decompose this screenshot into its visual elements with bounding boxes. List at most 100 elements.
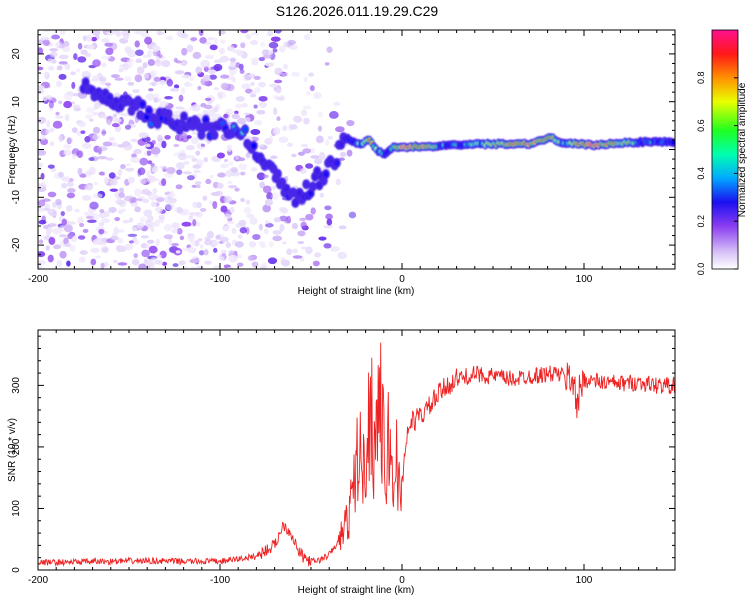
spectrogram-noise-blob [99,209,105,213]
spectrogram-noise-blob [222,225,230,232]
spectrogram-noise-blob [278,136,289,143]
spectrogram-noise-blob [92,133,101,141]
spectrogram-noise-blob [291,222,299,230]
spectrogram-noise-blob [293,115,303,123]
spectrogram-noise-blob [64,243,72,248]
spectrogram-noise-blob [149,70,158,76]
spectrogram-noise-blob [200,143,205,147]
spectrogram-noise-blob [133,253,138,259]
spectrogram-noise-blob [326,218,333,226]
spectrogram-noise-blob [58,54,69,60]
spectrogram-noise-blob [158,214,165,221]
spectrogram-noise-blob [213,59,224,64]
spectrogram-noise-blob [38,149,47,156]
spectrogram-noise-blob [258,95,268,102]
spectrogram-noise-blob [142,62,148,69]
spectrogram-noise-blob [63,92,73,101]
spectrogram-noise-blob [114,217,121,222]
spectrogram-x-tick-label: 100 [576,274,593,285]
spectrogram-noise-blob [299,167,307,174]
spectrogram-noise-blob [318,151,326,160]
spectrogram-noise-blob [161,178,167,187]
spectrogram-noise-blob [325,213,333,220]
spectrogram-noise-blob [113,259,118,264]
spectrogram-noise-blob [324,62,330,66]
spectrogram-noise-blob [63,237,69,246]
spectrogram-noise-blob [153,142,163,149]
spectrogram-noise-blob [220,82,229,89]
spectrogram-noise-blob [191,131,198,135]
spectrogram-noise-blob [110,235,119,241]
spectrogram-noise-blob [259,143,264,148]
spectrogram-noise-blob [164,95,173,100]
spectrogram-noise-blob [186,175,195,181]
spectrogram-noise-blob [203,156,208,163]
spectrogram-noise-blob [199,36,207,44]
spectrogram-noise-blob [120,113,130,117]
spectrogram-noise-blob [217,172,226,178]
spectrogram-noise-blob [329,111,339,119]
spectrogram-noise-blob [115,199,126,205]
spectrogram-noise-blob [173,57,178,63]
spectrogram-noise-blob [281,259,291,267]
spectrogram-noise-blob [154,206,164,212]
track-halo [308,181,317,192]
spectrogram-noise-blob [253,87,261,93]
spectrogram-noise-blob [310,207,316,215]
spectrogram-noise-blob [111,74,120,79]
spectrogram-noise-blob [239,63,244,71]
spectrogram-noise-blob [173,84,180,89]
spectrogram-noise-blob [112,117,122,123]
spectrogram-noise-blob [219,236,229,243]
spectrogram-noise-blob [204,260,212,265]
snr-y-tick-label: 200 [11,438,22,455]
spectrogram-noise-blob [202,74,211,82]
spectrogram-noise-blob [129,217,134,223]
spectrogram-noise-blob [180,87,186,95]
spectrogram-noise-blob [146,239,155,244]
spectrogram-noise-blob [76,68,81,73]
spectrogram-noise-blob [164,134,171,140]
track-mid [670,140,675,146]
spectrogram-noise-blob [77,235,86,240]
spectrogram-noise-blob [218,47,225,55]
colorbar-tick-label: 0.2 [696,215,706,228]
spectrogram-noise-blob [226,45,235,52]
snr-x-tick-label: -200 [28,575,48,586]
spectrogram-noise-blob [242,73,251,82]
spectrogram-noise-blob [241,102,248,108]
snr-x-tick-label: 0 [399,575,405,586]
spectrogram-y-tick-label: 0 [11,146,22,152]
spectrogram-noise-blob [38,85,45,90]
spectrogram-noise-blob [71,127,78,134]
spectrogram-noise-blob [276,116,281,121]
spectrogram-noise-blob [134,206,141,213]
spectrogram-noise-blob [173,110,182,117]
spectrogram-noise-blob [202,195,208,201]
spectrogram-noise-blob [249,93,257,98]
spectrogram-noise-blob [161,140,167,149]
spectrogram-noise-blob [154,178,160,182]
spectrogram-noise-blob [39,134,47,141]
spectrogram-noise-blob [38,47,44,55]
spectrogram-noise-blob [213,37,218,45]
spectrogram-noise-blob [47,191,57,198]
spectrogram-noise-blob [292,248,298,254]
spectrogram-noise-blob [154,59,163,67]
spectrogram-noise-blob [58,73,67,80]
spectrogram-noise-blob [51,34,61,40]
spectrogram-noise-blob [176,169,183,176]
spectrogram-noise-blob [290,71,300,77]
spectrogram-noise-blob [76,150,83,159]
spectrogram-noise-blob [262,185,272,194]
spectrogram-noise-blob [148,88,154,92]
track-mid [314,168,320,175]
spectrogram-noise-blob [197,85,202,91]
spectrogram-noise-blob [38,183,43,190]
spectrogram-noise-blob [192,51,202,60]
spectrogram-noise-blob [117,262,128,266]
spectrogram-noise-blob [101,38,110,43]
spectrogram-noise-blob [93,193,103,199]
spectrogram-noise-blob [40,172,45,180]
spectrogram-noise-blob [282,241,287,245]
